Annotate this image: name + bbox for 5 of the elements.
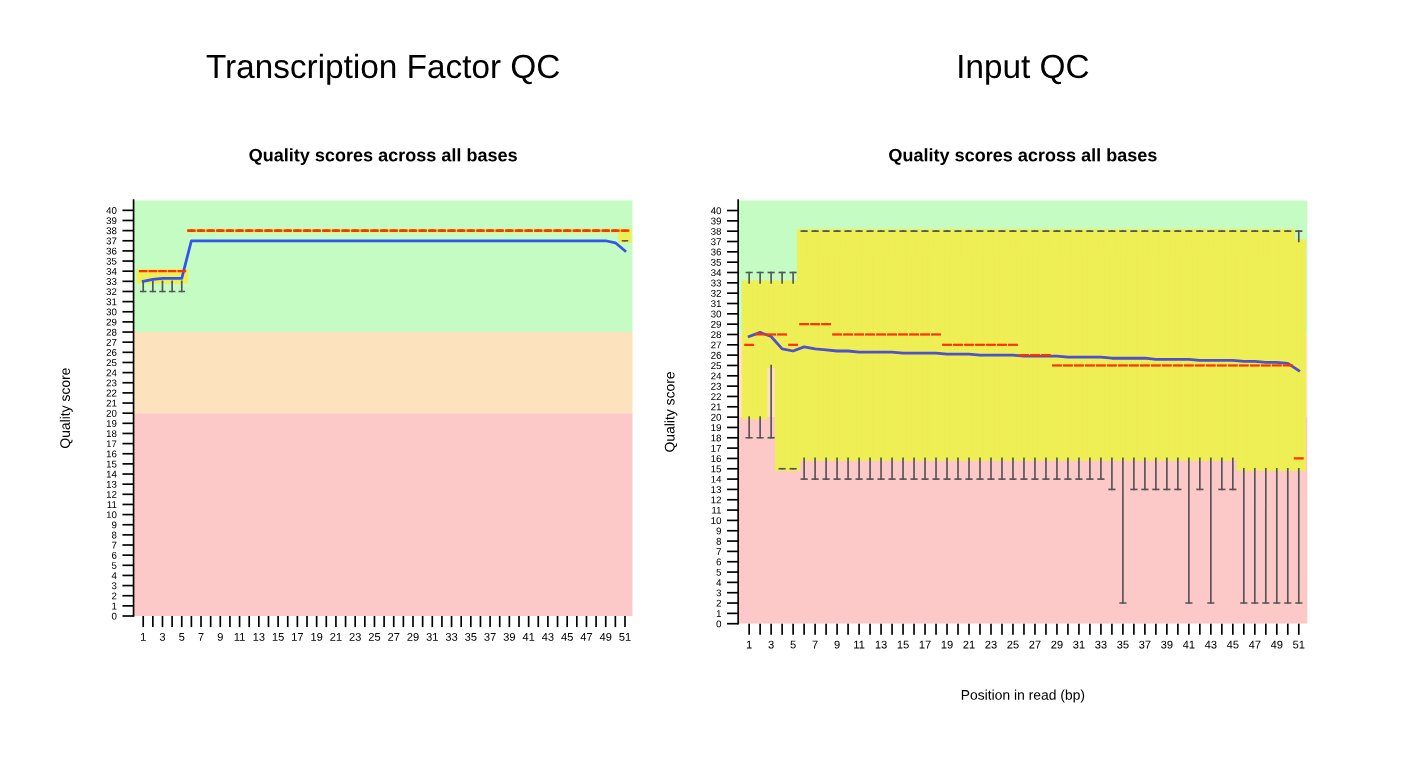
line-series	[747, 331, 1301, 373]
chart-subtitle: Quality scores across all bases	[249, 148, 517, 166]
chart-title: Transcription Factor QC	[206, 53, 560, 85]
chart-subtitle: Quality scores across all bases	[889, 148, 1157, 166]
chart-title: Input QC	[959, 54, 1089, 85]
